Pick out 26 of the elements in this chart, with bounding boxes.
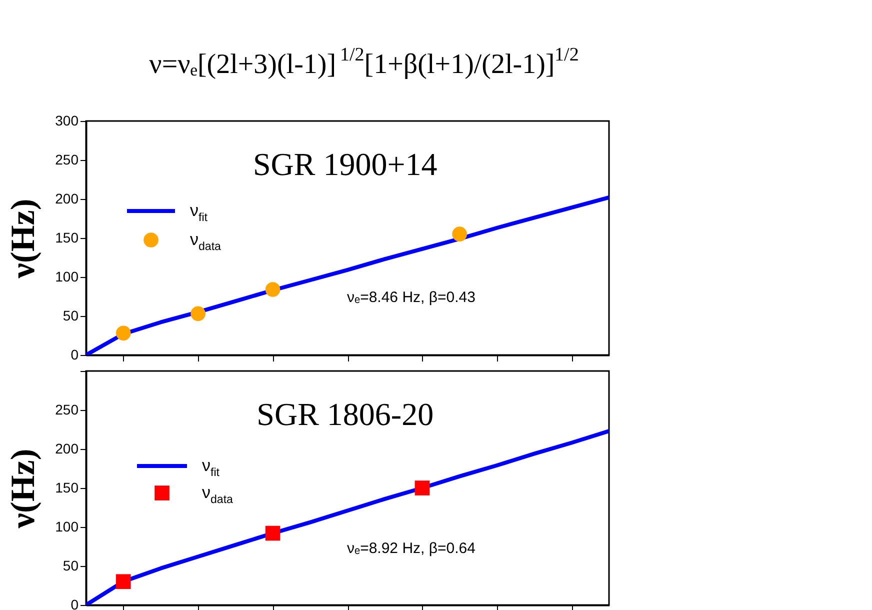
y-tick-label: 200 (55, 440, 79, 456)
y-tick-label: 50 (62, 308, 79, 324)
y-tick-label: 200 (55, 190, 79, 206)
y-tick-label: 50 (62, 558, 79, 574)
y-tick-label: 0 (70, 346, 79, 362)
y-tick-label: 100 (55, 518, 79, 534)
point (414, 480, 430, 496)
text: SGR 1806-20 (256, 396, 434, 432)
y-tick-label: 150 (55, 230, 79, 246)
point (265, 526, 280, 541)
annotation: νₑ=8.46 Hz, β=0.43 (347, 289, 476, 306)
point (265, 282, 280, 297)
y-axis-title: ν(Hz) (5, 198, 42, 280)
point (116, 326, 131, 341)
y-axis-title: ν(Hz) (5, 448, 42, 530)
text: SGR 1900+14 (252, 146, 438, 182)
y-tick-label: 100 (55, 268, 79, 284)
point (116, 574, 131, 590)
y-tick-label: 300 (55, 112, 79, 128)
y-tick-label: 0 (70, 596, 79, 610)
y-tick-label: 250 (55, 402, 79, 418)
y-tick-label: 250 (55, 152, 79, 168)
point (190, 306, 206, 322)
point (452, 226, 467, 242)
y-tick-label: 150 (55, 480, 79, 496)
annotation: νₑ=8.92 Hz, β=0.64 (347, 540, 476, 557)
